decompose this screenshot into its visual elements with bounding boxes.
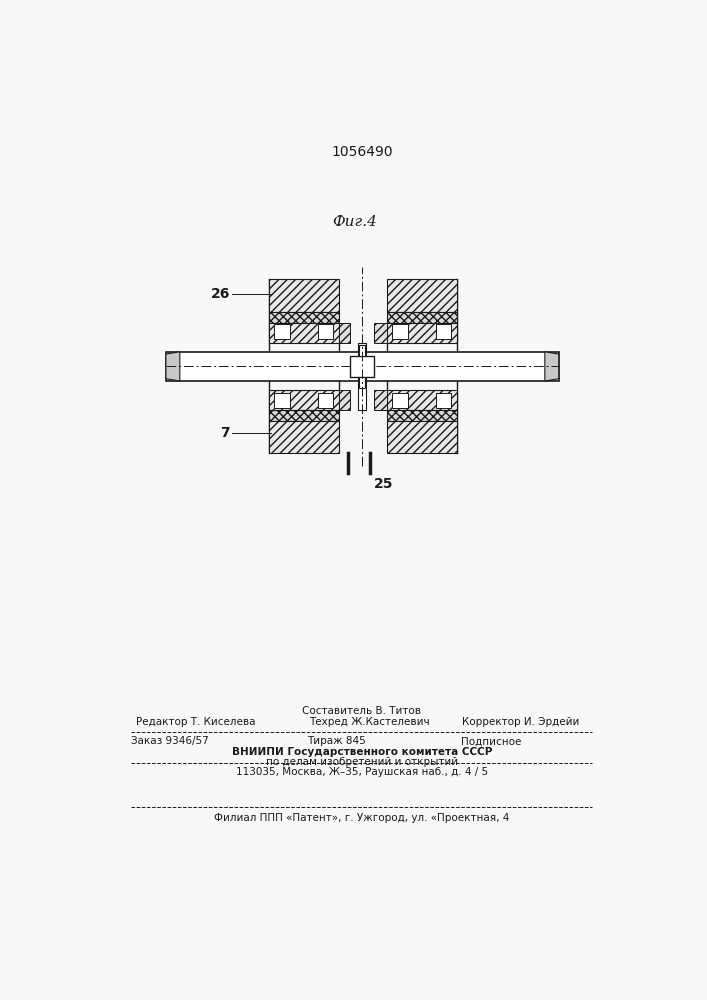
Text: 26: 26 [211, 287, 230, 301]
Bar [387, 421, 457, 453]
Text: Редактор Т. Киселева: Редактор Т. Киселева [136, 717, 255, 727]
Polygon shape [545, 352, 559, 381]
Bar [387, 279, 457, 312]
Bar [317, 393, 333, 408]
Bar [387, 323, 457, 343]
Text: Заказ 9346/57: Заказ 9346/57 [131, 736, 209, 746]
Text: 7: 7 [221, 426, 230, 440]
Bar [269, 279, 339, 312]
Bar [269, 421, 339, 453]
Bar [166, 352, 559, 381]
Bar [374, 323, 387, 343]
Text: 25: 25 [373, 477, 393, 491]
Bar [374, 390, 387, 410]
Bar [436, 324, 451, 339]
Text: Техред Ж.Кастелевич: Техред Ж.Кастелевич [310, 717, 430, 727]
Text: Филиал ППП «Патент», г. Ужгород, ул. «Проектная, 4: Филиал ППП «Патент», г. Ужгород, ул. «Пр… [214, 813, 510, 823]
Bar [339, 323, 349, 343]
Bar [269, 390, 339, 410]
Bar [269, 323, 339, 343]
Bar [392, 324, 408, 339]
Bar [387, 410, 457, 421]
Bar [349, 356, 374, 377]
Bar [274, 324, 290, 339]
Text: ВНИИПИ Государственного комитета СССР: ВНИИПИ Государственного комитета СССР [232, 747, 492, 757]
Text: Корректор И. Эрдейи: Корректор И. Эрдейи [462, 717, 580, 727]
Bar [392, 393, 408, 408]
Bar [359, 377, 365, 388]
Bar [436, 393, 451, 408]
Bar [359, 345, 365, 356]
Bar [269, 312, 339, 323]
Text: 1056490: 1056490 [331, 145, 393, 159]
Text: Тираж 845: Тираж 845 [307, 736, 366, 746]
Bar [358, 343, 366, 410]
Text: 113035, Москва, Ж–35, Раушская наб., д. 4 / 5: 113035, Москва, Ж–35, Раушская наб., д. … [236, 767, 488, 777]
Bar [274, 393, 290, 408]
Polygon shape [166, 352, 180, 381]
Text: Фиг.4: Фиг.4 [332, 215, 377, 229]
Bar [387, 390, 457, 410]
Bar [339, 390, 349, 410]
Bar [387, 312, 457, 323]
Text: Составитель В. Титов: Составитель В. Титов [303, 706, 421, 716]
Bar [269, 410, 339, 421]
Text: Подписное: Подписное [461, 736, 522, 746]
Bar [317, 324, 333, 339]
Text: по делам изобретений и открытий: по делам изобретений и открытий [266, 757, 458, 767]
